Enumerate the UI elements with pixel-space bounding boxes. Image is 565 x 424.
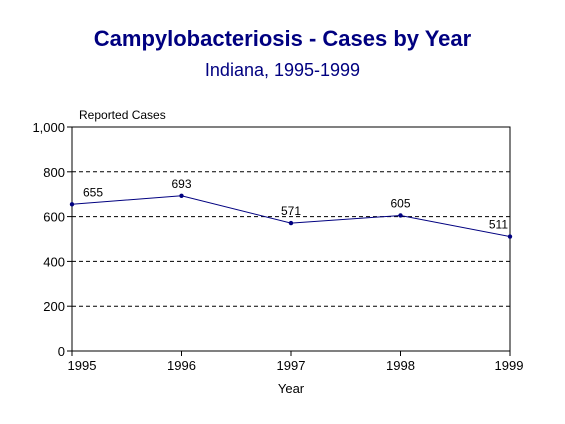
x-tick-label: 1995 xyxy=(68,358,97,373)
y-tick-label: 0 xyxy=(58,344,65,359)
x-tick-label: 1996 xyxy=(167,358,196,373)
y-axis-label: Reported Cases xyxy=(79,108,166,122)
x-tick-label: 1998 xyxy=(386,358,415,373)
data-label: 571 xyxy=(281,204,301,218)
grid-lines xyxy=(72,171,510,307)
x-axis-label: Year xyxy=(278,381,305,396)
data-point xyxy=(69,202,75,207)
y-tick-label: 1,000 xyxy=(32,120,65,135)
x-axis-ticks: 1995 1996 1997 1998 1999 xyxy=(68,351,524,373)
data-point xyxy=(288,220,294,226)
data-labels: 655 693 571 605 511 xyxy=(83,177,508,232)
x-tick-label: 1999 xyxy=(495,358,524,373)
chart-subtitle: Indiana, 1995-1999 xyxy=(204,60,361,80)
y-tick-label: 800 xyxy=(43,165,65,180)
x-tick-label: 1997 xyxy=(277,358,306,373)
data-label: 511 xyxy=(489,218,508,232)
data-point xyxy=(398,213,403,218)
chart-title: Campylobacteriosis - Cases by Year xyxy=(93,26,472,51)
y-tick-label: 600 xyxy=(43,210,65,225)
data-point xyxy=(179,193,184,198)
plot-area xyxy=(71,126,511,352)
data-label: 655 xyxy=(83,185,103,199)
y-axis-ticks: 0 200 400 600 800 1,000 xyxy=(32,120,72,359)
data-label: 693 xyxy=(171,177,191,191)
data-label: 605 xyxy=(390,196,410,210)
y-tick-label: 200 xyxy=(43,299,65,314)
data-points xyxy=(69,193,513,239)
y-tick-label: 400 xyxy=(43,254,65,269)
data-point xyxy=(507,234,513,239)
